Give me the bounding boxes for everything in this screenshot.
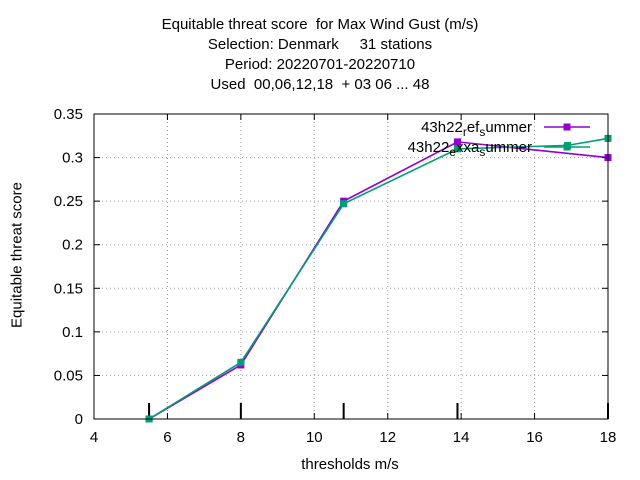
threshold-markers [148,403,609,419]
series-line-1 [148,137,609,420]
y-tick-label: 0.2 [62,237,83,254]
data-point-1 [340,200,348,208]
x-tick-label: 18 [600,429,617,446]
x-axis-label: thresholds m/s [301,456,399,473]
legend-label-0: 43h22refsummer [421,119,532,139]
axis-ticks: 4 6 8 10 12 14 16 18 0 0.05 0.1 0.15 0.2 0.25 0.3 0.35 [54,106,617,446]
series-layer [145,134,612,423]
data-point-0 [453,138,461,146]
chart-title-line-1: Equitable threat score for Max Wind Gust… [161,16,479,33]
y-tick-label: 0.05 [54,367,83,384]
data-point-1 [453,145,461,153]
chart-title-line-3: Period: 20220701-20220710 [224,56,416,73]
legend-label-part: s [479,125,485,139]
x-tick-label: 6 [163,429,171,446]
legend-label-1: 43h22exxasummer [408,139,532,159]
legend-marker-1 [563,143,571,151]
x-tick-label: 16 [526,429,543,446]
x-tick-label: 8 [237,429,245,446]
y-axis-label: Equitable threat score [8,182,26,328]
legend-label-part: e [449,145,456,159]
x-tick-label: 10 [306,429,323,446]
legend-label-part: r [463,125,467,139]
y-tick-label: 0 [75,411,83,428]
x-tick-label: 4 [90,429,98,446]
chart-title-line-4: Used 00,06,12,18 + 03 06 ... 48 [210,76,430,93]
y-tick-label: 0.3 [62,150,83,167]
y-tick-label: 0.25 [54,193,83,210]
y-tick-label: 0.35 [54,106,83,123]
legend-label-part: 43h22 [421,119,463,136]
legend-label-part: ummer [485,139,532,156]
x-tick-label: 12 [379,429,396,446]
y-tick-label: 0.15 [54,280,83,297]
y-tick-label: 0.1 [62,324,83,341]
grid [94,114,608,419]
chart-title-line-2: Selection: Denmark 31 stations [207,36,433,53]
legend-label-part: ef [467,119,480,136]
legend-label-part: ummer [485,119,532,136]
legend-marker-0 [563,123,571,131]
data-point-1 [237,358,245,366]
legend-label-part: s [479,145,485,159]
plot-frame [93,113,609,420]
legend-label-part: 43h22 [408,139,450,156]
x-tick-label: 14 [453,429,470,446]
legend-label-part: xxa [456,139,480,156]
